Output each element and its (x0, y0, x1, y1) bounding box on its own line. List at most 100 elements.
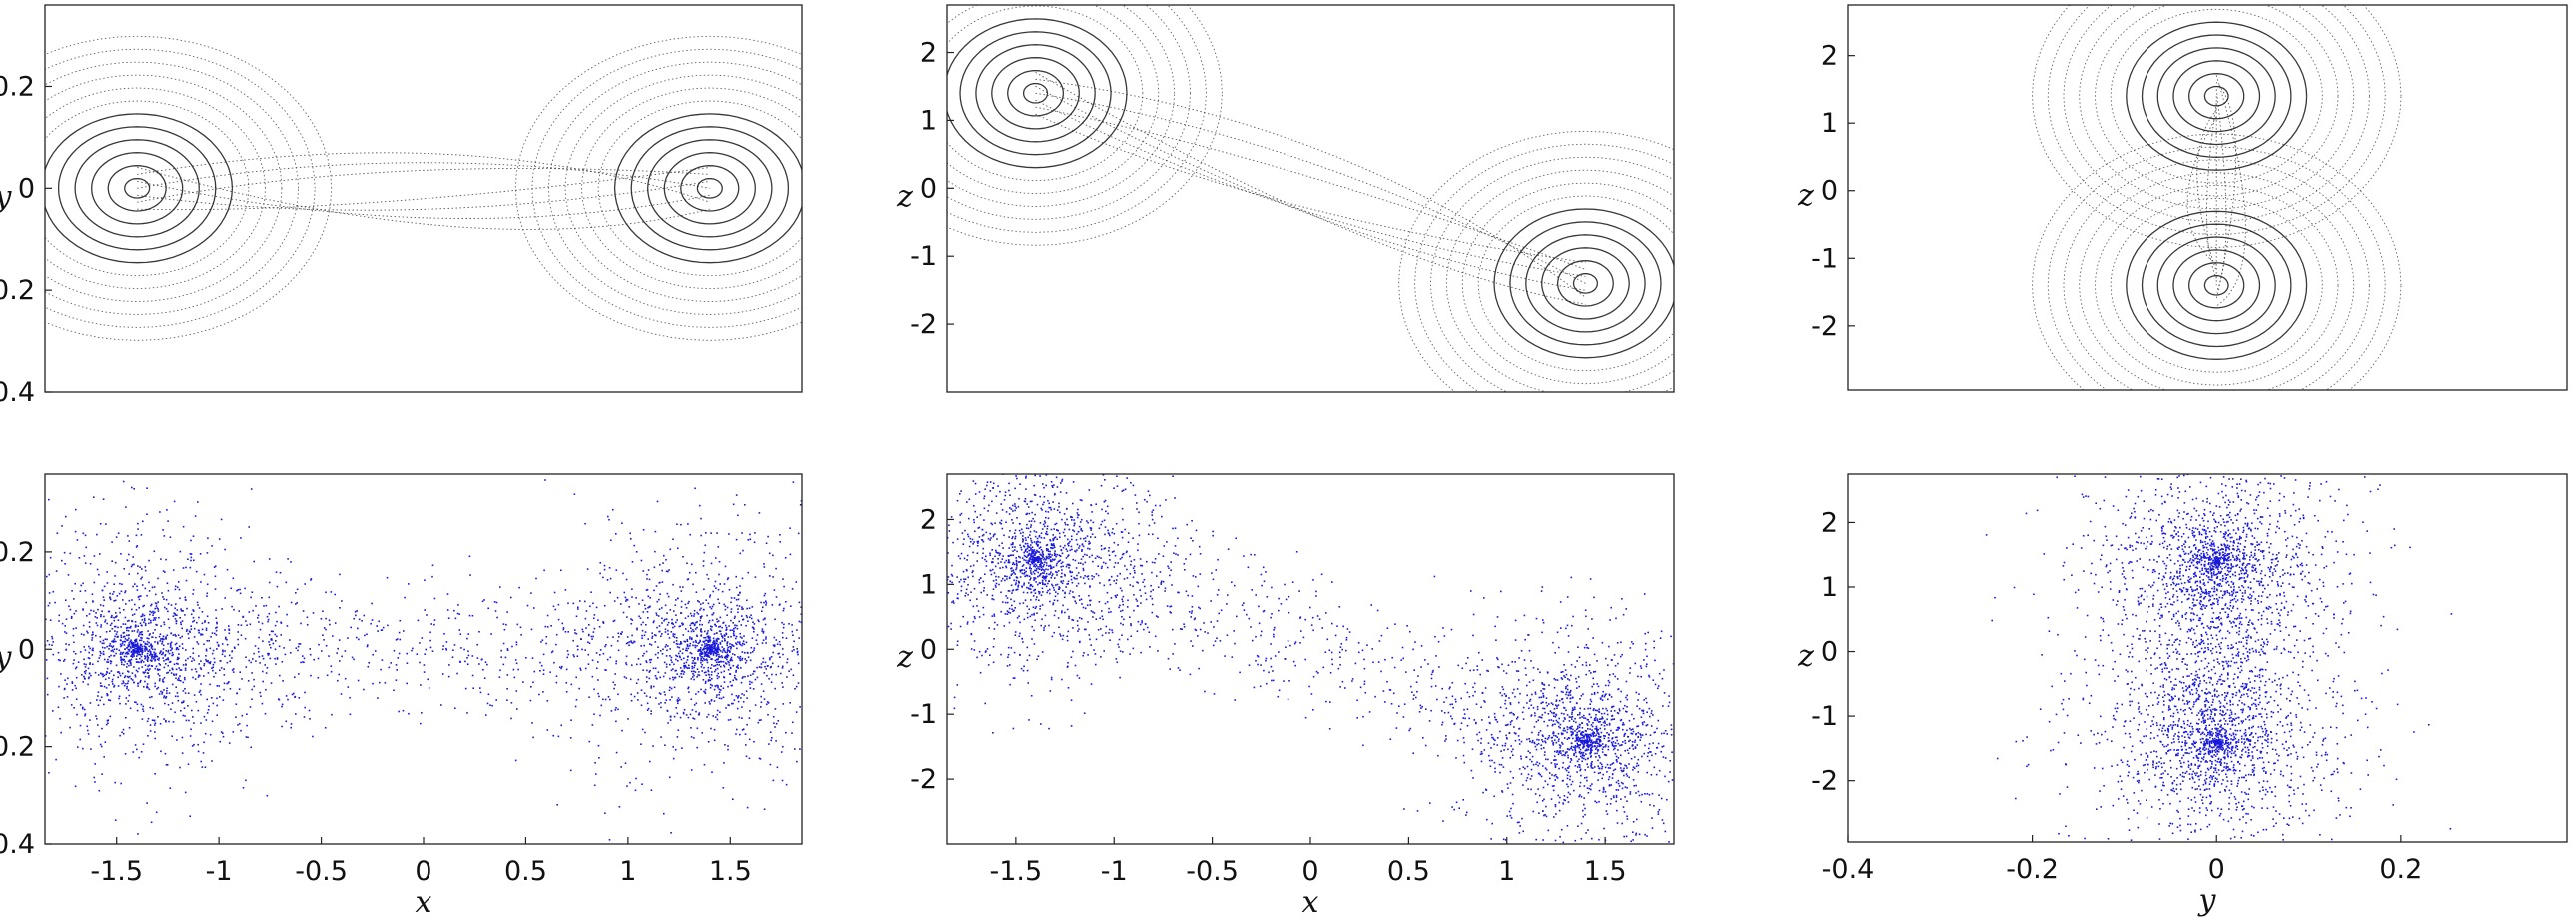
sample-point (144, 624, 147, 627)
sample-point (1131, 419, 1133, 421)
sample-point (1036, 537, 1039, 540)
sample-point (604, 669, 606, 671)
sample-point (575, 699, 578, 701)
sample-point (1151, 511, 1153, 513)
sample-point (181, 643, 184, 645)
sample-point (1009, 444, 1011, 446)
sample-point (1021, 557, 1024, 559)
sample-point (1007, 555, 1010, 557)
sample-point (132, 649, 135, 651)
sample-point (1042, 565, 1045, 568)
sample-point (139, 643, 142, 646)
sample-point (15, 703, 17, 705)
sample-point (570, 683, 573, 686)
sample-point (1034, 560, 1037, 562)
sample-point (811, 625, 813, 627)
sample-point (198, 663, 200, 665)
sample-point (725, 663, 728, 665)
sample-point (142, 661, 145, 663)
sample-point (542, 691, 544, 693)
sample-point (702, 679, 705, 681)
sample-point (654, 550, 656, 553)
sample-point (704, 692, 707, 695)
sample-point (1072, 627, 1074, 629)
sample-point (1212, 644, 1215, 647)
sample-point (727, 685, 729, 688)
sample-point (148, 622, 150, 625)
sample-point (973, 519, 975, 521)
sample-point (124, 590, 127, 592)
sample-point (137, 572, 139, 575)
sample-point (982, 606, 985, 609)
sample-point (704, 643, 706, 645)
sample-point (644, 604, 646, 607)
sample-point (781, 682, 783, 684)
sample-point (282, 680, 284, 682)
sample-point (735, 575, 737, 578)
sample-point (615, 751, 618, 754)
sample-point (991, 615, 994, 617)
sample-point (678, 655, 681, 658)
sample-point (758, 620, 760, 623)
sample-point (126, 653, 129, 655)
sample-point (1151, 518, 1154, 521)
sample-point (1018, 561, 1020, 563)
sample-point (89, 663, 91, 665)
sample-point (991, 568, 994, 571)
sample-point (974, 617, 976, 620)
sample-point (124, 616, 127, 619)
sample-point (91, 637, 94, 639)
sample-point (280, 634, 282, 636)
sample-point (707, 578, 710, 580)
sample-point (570, 719, 572, 721)
sample-point (185, 630, 188, 632)
sample-point (100, 624, 102, 626)
sample-point (766, 665, 769, 667)
sample-point (1023, 573, 1025, 575)
sample-point (612, 681, 615, 684)
sample-point (741, 615, 743, 617)
sample-point (664, 702, 666, 704)
sample-point (1120, 531, 1123, 533)
sample-point (148, 664, 150, 667)
sample-point (302, 655, 304, 657)
sample-point (736, 624, 738, 627)
sample-point (249, 623, 252, 626)
sample-point (680, 590, 683, 592)
sample-point (646, 588, 649, 591)
sample-point (174, 633, 176, 636)
sample-point (690, 727, 692, 729)
sample-point (820, 731, 822, 733)
sample-point (847, 556, 849, 558)
sample-point (91, 593, 94, 595)
sample-point (447, 617, 450, 619)
sample-point (135, 640, 138, 643)
sample-point (136, 585, 138, 588)
sample-point (713, 645, 715, 648)
sample-point (1014, 631, 1017, 633)
sample-point (672, 623, 674, 625)
sample-point (654, 530, 657, 533)
sample-point (966, 623, 969, 625)
sample-point (1035, 564, 1038, 567)
sample-point (49, 619, 52, 621)
sample-point (165, 719, 167, 722)
sample-point (179, 617, 181, 619)
sample-point (150, 604, 152, 607)
sample-point (1151, 514, 1153, 516)
sample-point (182, 610, 184, 612)
sample-point (265, 604, 268, 607)
sample-point (82, 624, 85, 627)
sample-point (813, 651, 815, 653)
sample-point (797, 682, 800, 684)
sample-point (429, 646, 432, 649)
sample-point (693, 657, 696, 659)
sample-point (130, 662, 132, 664)
sample-point (140, 679, 142, 682)
sample-point (148, 559, 150, 562)
sample-point (698, 712, 701, 714)
sample-point (774, 687, 776, 690)
sample-point (1072, 558, 1074, 561)
sample-point (995, 579, 997, 581)
sample-point (79, 704, 82, 706)
